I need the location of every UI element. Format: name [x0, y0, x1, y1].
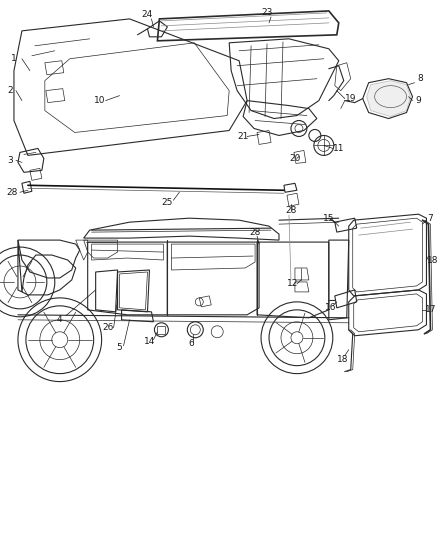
Text: 7: 7: [427, 214, 433, 223]
Text: 3: 3: [7, 156, 13, 165]
Text: 28: 28: [285, 206, 297, 215]
Text: 2: 2: [7, 86, 13, 95]
Text: 25: 25: [162, 198, 173, 207]
Text: 15: 15: [323, 214, 335, 223]
Text: 12: 12: [287, 279, 299, 288]
Text: 14: 14: [144, 337, 155, 346]
Polygon shape: [367, 80, 410, 117]
Text: 21: 21: [237, 132, 249, 141]
Text: 18: 18: [427, 255, 438, 264]
Text: 20: 20: [289, 154, 300, 163]
Text: 28: 28: [249, 228, 261, 237]
Text: 28: 28: [6, 188, 18, 197]
Text: 10: 10: [94, 96, 106, 105]
Text: 23: 23: [261, 9, 273, 18]
Text: 17: 17: [425, 305, 436, 314]
Text: 26: 26: [102, 324, 113, 332]
Text: 11: 11: [333, 144, 345, 153]
Text: 16: 16: [325, 303, 336, 312]
Text: 18: 18: [337, 355, 349, 364]
Text: 1: 1: [11, 54, 17, 63]
Text: 9: 9: [416, 96, 421, 105]
Text: 6: 6: [188, 339, 194, 348]
Text: 5: 5: [117, 343, 123, 352]
Text: 19: 19: [345, 94, 357, 103]
Text: 8: 8: [417, 74, 424, 83]
Text: 4: 4: [57, 316, 63, 324]
Text: 24: 24: [142, 11, 153, 19]
